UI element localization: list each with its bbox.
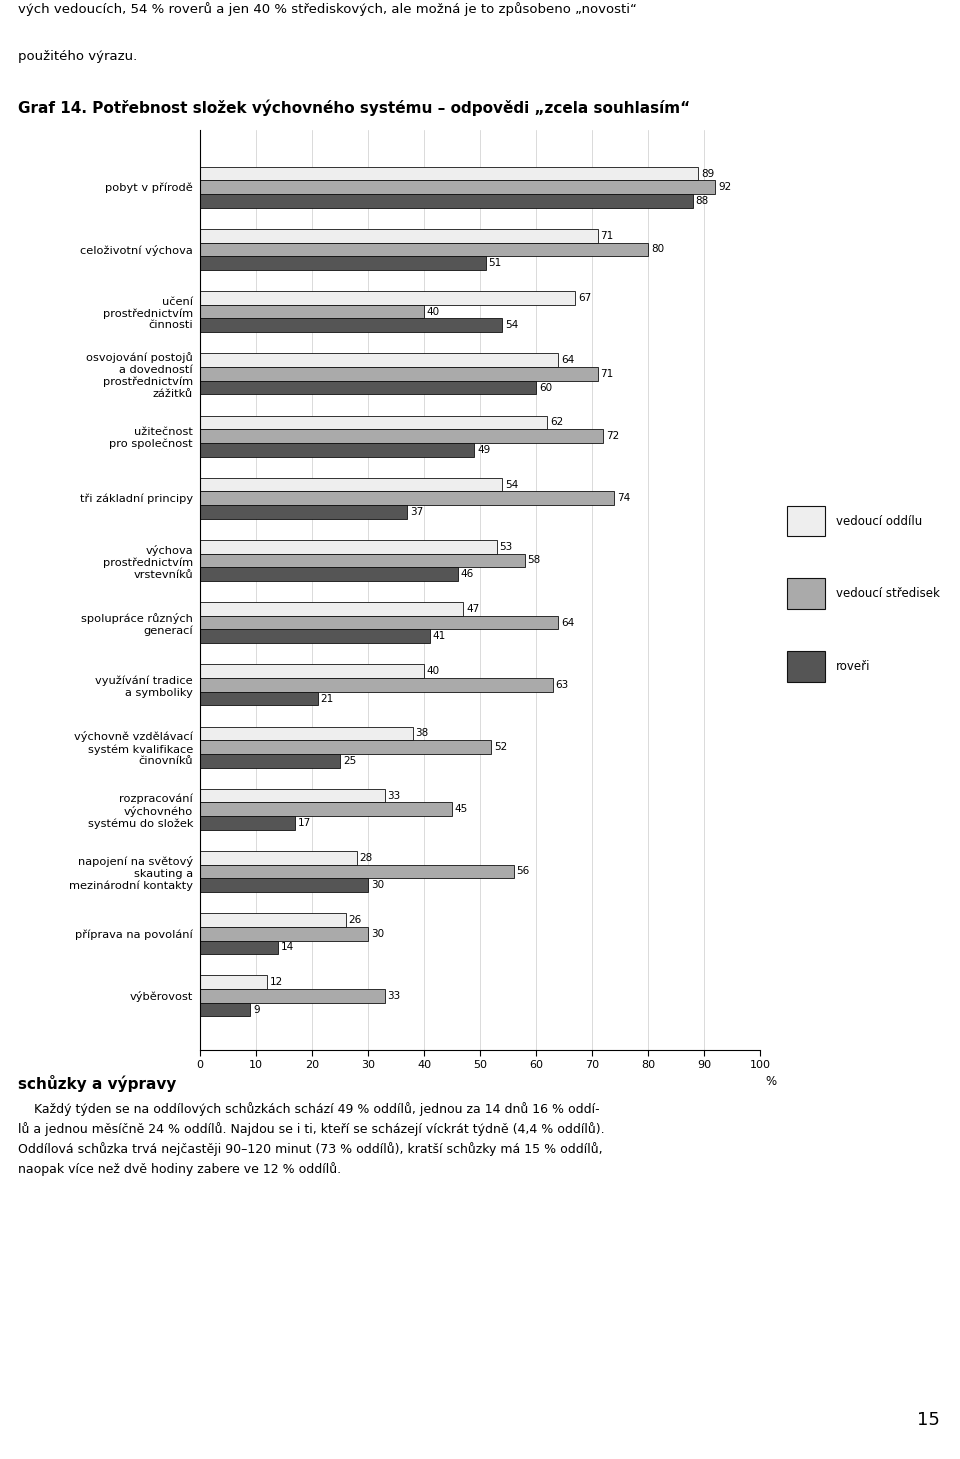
- Bar: [200, 229, 598, 242]
- Text: 37: 37: [410, 506, 423, 516]
- Text: vedoucí středisek: vedoucí středisek: [836, 587, 940, 600]
- Bar: [787, 578, 825, 608]
- Text: 92: 92: [718, 182, 732, 193]
- Text: 33: 33: [388, 791, 401, 801]
- Bar: [200, 926, 368, 941]
- Text: 53: 53: [499, 541, 513, 552]
- Text: 47: 47: [466, 604, 479, 614]
- Text: schůzky a výpravy: schůzky a výpravy: [18, 1075, 177, 1093]
- Bar: [200, 477, 502, 492]
- Text: 63: 63: [556, 680, 569, 690]
- Text: 49: 49: [477, 445, 491, 455]
- Bar: [200, 740, 492, 754]
- Text: 60: 60: [539, 382, 552, 392]
- Bar: [200, 851, 357, 865]
- Text: 72: 72: [606, 430, 619, 441]
- Text: 64: 64: [562, 355, 574, 365]
- Text: 58: 58: [528, 556, 540, 566]
- Text: 80: 80: [651, 245, 664, 254]
- Bar: [200, 305, 424, 318]
- Text: 54: 54: [505, 480, 518, 490]
- Bar: [200, 802, 452, 816]
- Bar: [200, 181, 715, 194]
- Bar: [200, 692, 318, 705]
- Bar: [200, 257, 486, 270]
- Bar: [200, 568, 458, 581]
- Text: 71: 71: [600, 369, 613, 379]
- Text: 51: 51: [489, 258, 502, 268]
- Bar: [200, 416, 547, 429]
- Bar: [200, 616, 559, 629]
- Text: 46: 46: [461, 569, 473, 579]
- Text: 33: 33: [388, 991, 401, 1001]
- Text: 45: 45: [455, 804, 468, 814]
- Text: 28: 28: [360, 854, 372, 862]
- Bar: [200, 505, 407, 519]
- Text: 17: 17: [298, 818, 311, 827]
- Bar: [200, 1002, 251, 1017]
- Bar: [200, 368, 598, 381]
- Text: 26: 26: [348, 915, 362, 925]
- Bar: [200, 754, 340, 767]
- Bar: [200, 353, 559, 368]
- Bar: [200, 941, 278, 954]
- Text: 12: 12: [270, 978, 283, 988]
- Text: roveři: roveři: [836, 659, 871, 673]
- Bar: [200, 429, 603, 444]
- Text: 64: 64: [562, 617, 574, 627]
- Text: 40: 40: [427, 306, 440, 317]
- Text: 54: 54: [505, 321, 518, 330]
- Bar: [200, 678, 553, 692]
- Bar: [200, 603, 464, 616]
- Bar: [200, 444, 474, 457]
- Text: 67: 67: [578, 293, 591, 303]
- Text: 71: 71: [600, 231, 613, 241]
- Text: 52: 52: [494, 743, 507, 751]
- Text: 56: 56: [516, 867, 530, 877]
- Bar: [200, 816, 296, 830]
- Text: vedoucí oddílu: vedoucí oddílu: [836, 515, 923, 528]
- Bar: [200, 878, 368, 891]
- Bar: [200, 727, 413, 740]
- Text: 62: 62: [550, 417, 564, 427]
- Text: 15: 15: [917, 1411, 940, 1428]
- Bar: [200, 989, 385, 1002]
- Text: 74: 74: [617, 493, 631, 503]
- Text: 88: 88: [696, 196, 708, 206]
- Bar: [200, 913, 346, 926]
- Text: 30: 30: [371, 929, 384, 938]
- Bar: [200, 194, 693, 207]
- Bar: [200, 553, 525, 568]
- Text: 40: 40: [427, 667, 440, 676]
- Bar: [200, 865, 514, 878]
- Bar: [200, 540, 497, 553]
- Text: 38: 38: [416, 728, 429, 738]
- Bar: [787, 506, 825, 537]
- Bar: [787, 651, 825, 681]
- Bar: [200, 789, 385, 802]
- Text: vých vedoucích, 54 % roverů a jen 40 % střediskových, ale možná je to způsobeno : vých vedoucích, 54 % roverů a jen 40 % s…: [18, 1, 636, 16]
- Bar: [200, 492, 614, 505]
- Text: Každý týden se na oddílových schůzkách schází 49 % oddílů, jednou za 14 dnů 16 %: Každý týden se na oddílových schůzkách s…: [18, 1102, 605, 1176]
- Bar: [200, 166, 699, 181]
- Text: 25: 25: [343, 756, 356, 766]
- Bar: [200, 381, 536, 394]
- Text: 14: 14: [281, 943, 295, 953]
- Bar: [200, 292, 575, 305]
- Bar: [200, 318, 502, 333]
- Text: 30: 30: [371, 880, 384, 890]
- Text: %: %: [766, 1075, 777, 1088]
- Text: 41: 41: [432, 632, 445, 642]
- Text: 21: 21: [321, 693, 334, 703]
- Text: použitého výrazu.: použitého výrazu.: [18, 50, 137, 63]
- Text: Graf 14. Potřebnost složek výchovného systému – odpovědi „zcela souhlasím“: Graf 14. Potřebnost složek výchovného sy…: [18, 99, 690, 117]
- Bar: [200, 242, 648, 257]
- Bar: [200, 629, 430, 643]
- Text: 9: 9: [253, 1005, 260, 1014]
- Text: 89: 89: [701, 169, 714, 178]
- Bar: [200, 976, 267, 989]
- Bar: [200, 664, 424, 678]
